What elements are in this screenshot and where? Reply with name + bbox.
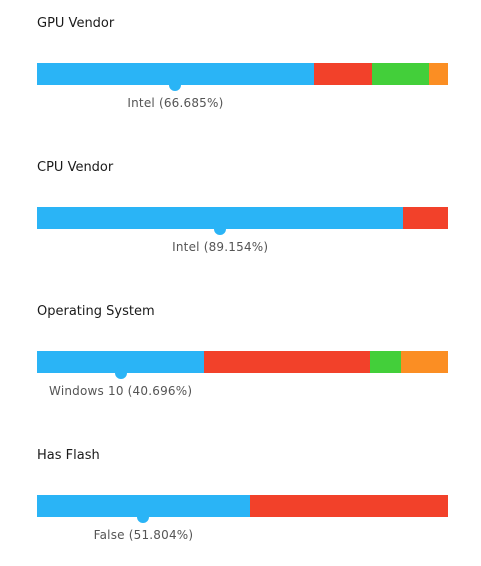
bar-segment[interactable]	[249, 495, 448, 517]
bar-marker-label: Intel (89.154%)	[172, 240, 269, 254]
bar-marker-label: Windows 10 (40.696%)	[49, 384, 193, 398]
operating-system-section: Operating System Windows 10 (40.696%)	[37, 304, 448, 424]
bar-marker-label: False (51.804%)	[93, 528, 194, 542]
bar-segment[interactable]	[403, 207, 448, 229]
bar-marker-dot[interactable]	[214, 223, 227, 235]
gpu-vendor-section: GPU Vendor Intel (66.685%)	[37, 16, 448, 136]
bar-segment[interactable]	[429, 63, 448, 85]
cpu-vendor-section: CPU Vendor Intel (89.154%)	[37, 160, 448, 280]
bar-segment[interactable]	[37, 351, 205, 373]
bar-marker-dot[interactable]	[114, 367, 127, 379]
stacked-bar	[37, 63, 448, 85]
stacked-bar	[37, 207, 448, 229]
section-title: Has Flash	[37, 448, 100, 463]
stacked-bar	[37, 495, 448, 517]
stacked-bar	[37, 351, 448, 373]
bar-segment[interactable]	[370, 351, 401, 373]
section-title: Operating System	[37, 304, 155, 319]
bar-segment[interactable]	[37, 207, 404, 229]
bar-segment[interactable]	[204, 351, 371, 373]
bar-segment[interactable]	[37, 495, 250, 517]
bar-segment[interactable]	[400, 351, 448, 373]
bar-marker-dot[interactable]	[169, 79, 182, 91]
bar-segment[interactable]	[372, 63, 430, 85]
bar-segment[interactable]	[313, 63, 372, 85]
section-title: CPU Vendor	[37, 160, 114, 175]
bar-marker-dot[interactable]	[137, 511, 150, 523]
bar-segment[interactable]	[37, 63, 314, 85]
bar-marker-label: Intel (66.685%)	[127, 96, 224, 110]
section-title: GPU Vendor	[37, 16, 115, 31]
has-flash-section: Has Flash False (51.804%)	[37, 448, 448, 566]
